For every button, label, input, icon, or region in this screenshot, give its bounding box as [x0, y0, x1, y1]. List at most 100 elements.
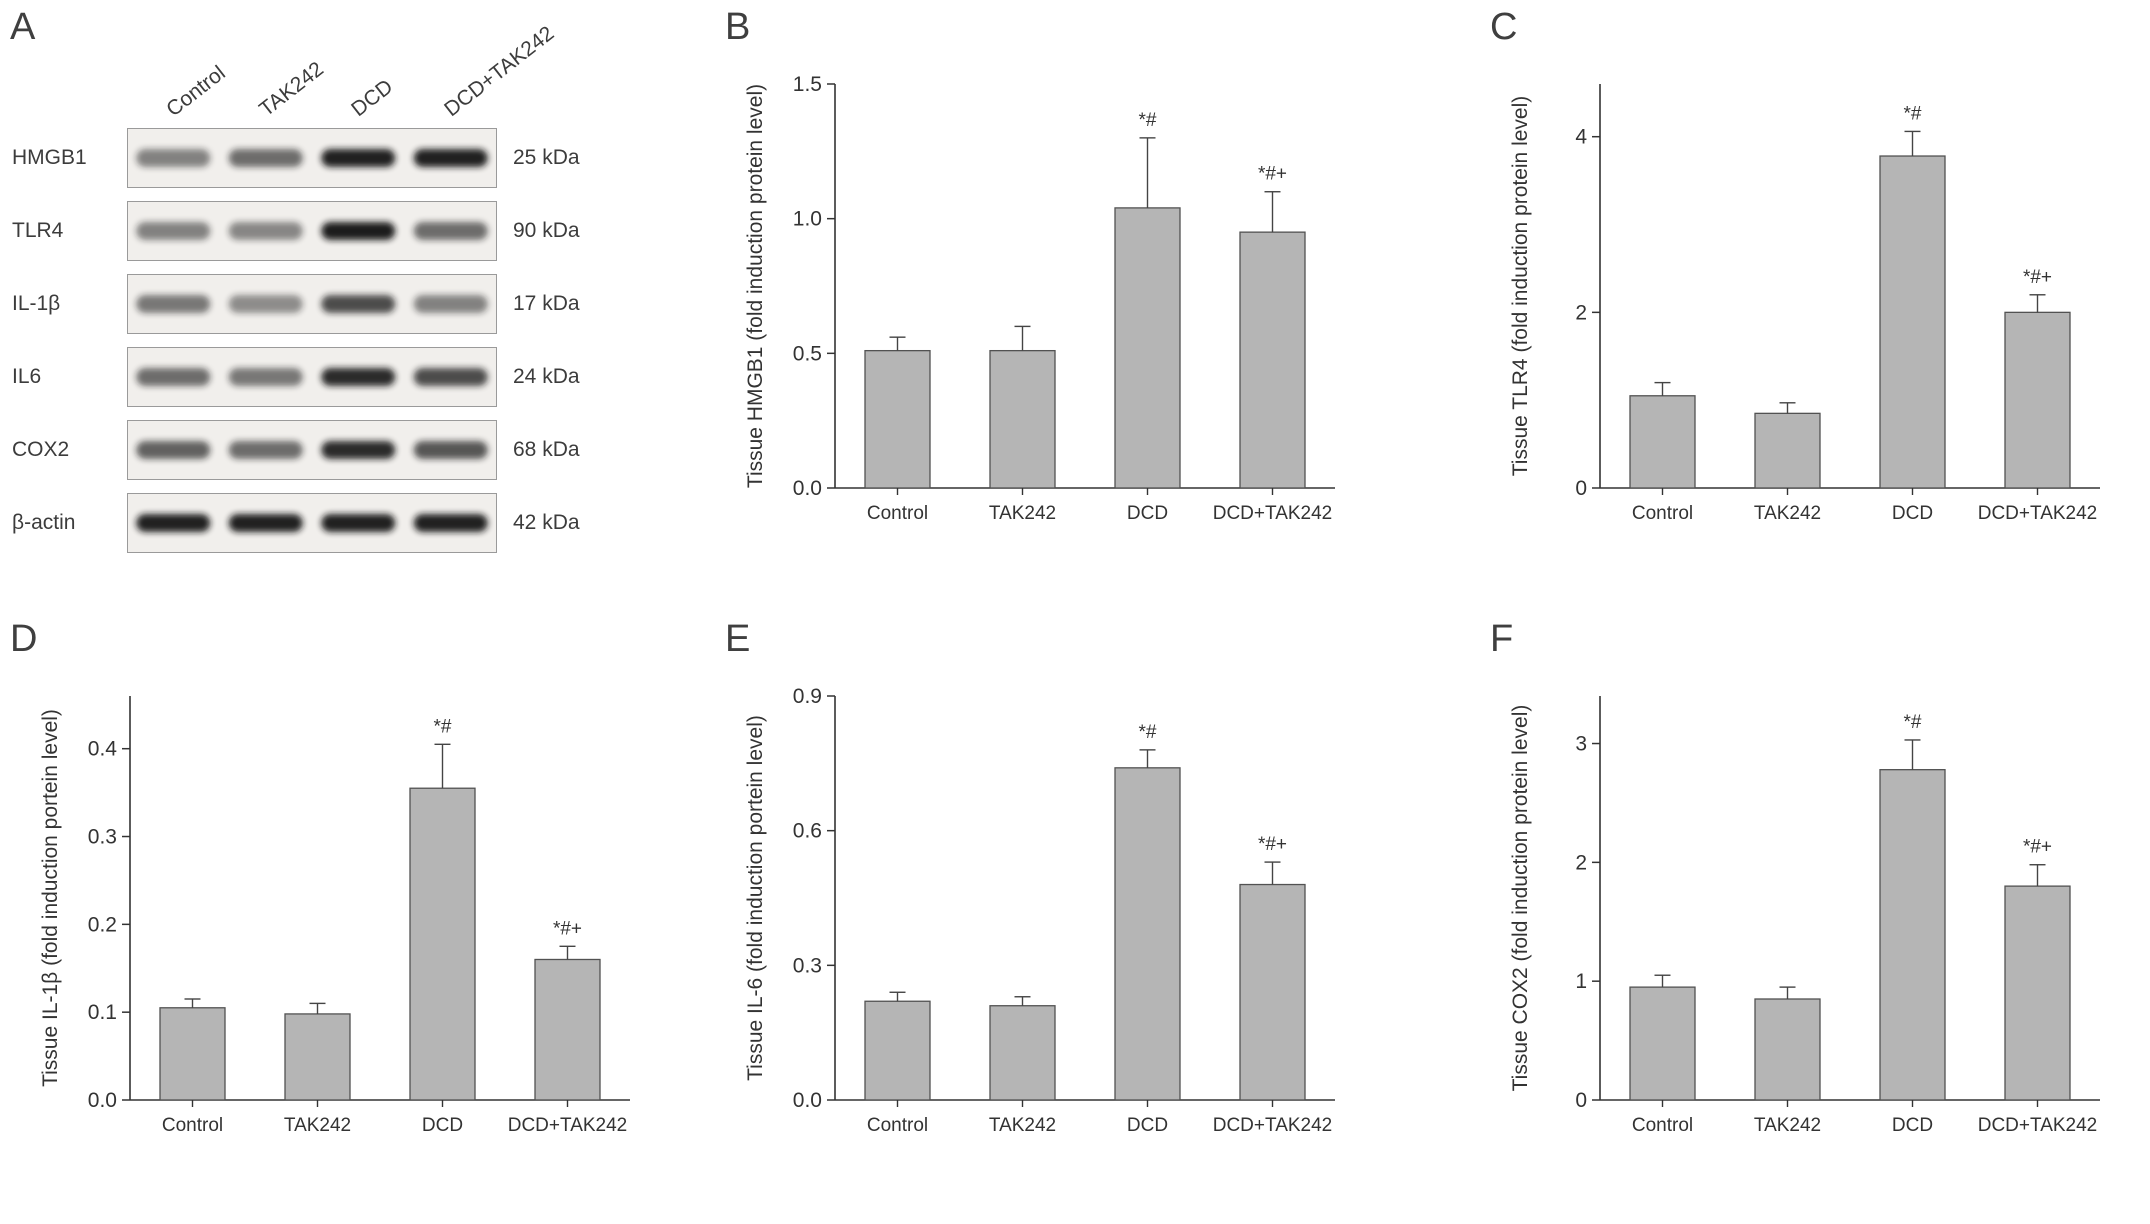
kda-label: 42 kDa — [513, 511, 580, 534]
kda-label: 17 kDa — [513, 292, 580, 315]
blot-strip-IL-1β — [127, 274, 497, 334]
panel-letter-f: F — [1490, 618, 1515, 660]
significance-annotation: *#+ — [2023, 267, 2052, 288]
bar-chart-svg-B: 0.0 0.5 1.0 1.5 Tissue HMGB1 (fold induction… — [744, 73, 1335, 524]
significance-annotation: *# — [1139, 722, 1157, 743]
x-category-label: TAK242 — [1754, 503, 1821, 524]
x-category-label: TAK242 — [989, 503, 1056, 524]
blot-row-HMGB1: HMGB1 25 kDa — [12, 128, 627, 188]
bar-DCD — [1114, 207, 1181, 489]
panel-d-il1b-chart: D 0.0 0.1 0.2 0.3 0.4 Tissue IL-1β (fold indu… — [0, 612, 640, 1224]
bar-Control — [864, 1000, 931, 1101]
band — [321, 441, 396, 459]
hmgb1-bar-chart: 0.0 0.5 1.0 1.5 Tissue HMGB1 (fold induction… — [735, 46, 1395, 556]
y-tick-label: 0.0 — [793, 1089, 822, 1112]
il1b-bar-chart: 0.0 0.1 0.2 0.3 0.4 Tissue IL-1β (fold induct… — [30, 658, 640, 1168]
band — [321, 149, 396, 167]
bar-DCD — [1879, 769, 1946, 1101]
bar-chart-svg-C: 0 2 4 Tissue TLR4 (fold induction protein l… — [1509, 84, 2100, 524]
panel-e-il6-chart: E 0.0 0.3 0.6 0.9 Tissue IL-6 (fold inductio… — [640, 612, 1395, 1224]
band — [228, 295, 303, 313]
x-category-label: DCD+TAK242 — [1213, 1115, 1333, 1136]
y-tick-label: 2 — [1575, 851, 1587, 874]
bar-DCD+TAK242 — [2004, 885, 2071, 1101]
y-tick-label: 4 — [1575, 126, 1587, 149]
x-category-label: TAK242 — [989, 1115, 1056, 1136]
cox2-bar-chart: 0 1 2 3 Tissue COX2 (fold induction protein … — [1500, 658, 2150, 1168]
band — [413, 222, 488, 240]
lane-label-DCD: DCD — [347, 75, 398, 122]
bar-Control — [864, 349, 931, 489]
y-axis-label: Tissue IL-6 (fold induction portein leve… — [744, 715, 767, 1081]
y-tick-label: 1 — [1575, 970, 1587, 993]
x-category-label: TAK242 — [284, 1115, 351, 1136]
bar-DCD+TAK242 — [2004, 311, 2071, 489]
panel-letter-e: E — [725, 618, 752, 660]
band — [136, 149, 211, 167]
significance-annotation: *#+ — [1258, 834, 1287, 855]
band — [136, 295, 211, 313]
bar-Control — [159, 1007, 226, 1101]
x-category-label: DCD — [1892, 1115, 1933, 1136]
blot-strip-IL6 — [127, 347, 497, 407]
significance-annotation: *# — [1139, 110, 1157, 131]
y-tick-label: 2 — [1575, 301, 1587, 324]
blot-row-COX2: COX2 68 kDa — [12, 420, 627, 480]
panel-a-western-blot: A Control TAK242 DCD DCD+TAK242 HMGB1 25 kDa T… — [0, 0, 640, 612]
lane-labels: Control TAK242 DCD DCD+TAK242 — [12, 22, 627, 124]
x-category-label: DCD — [422, 1115, 463, 1136]
band — [413, 368, 488, 386]
blot-strip-TLR4 — [127, 201, 497, 261]
panel-b-hmgb1-chart: B 0.0 0.5 1.0 1.5 Tissue HMGB1 (fold inducti… — [640, 0, 1395, 612]
y-tick-label: 0.6 — [793, 820, 822, 843]
lane-label-TAK242: TAK242 — [254, 57, 328, 122]
protein-label: COX2 — [12, 438, 70, 461]
bar-chart-svg-D: 0.0 0.1 0.2 0.3 0.4 Tissue IL-1β (fold induct… — [39, 696, 630, 1136]
band — [136, 368, 211, 386]
y-tick-label: 0.4 — [88, 738, 118, 761]
bar-DCD+TAK242 — [1239, 883, 1306, 1101]
band — [228, 514, 303, 532]
protein-label: IL-1β — [12, 292, 61, 315]
x-category-label: Control — [1632, 503, 1693, 524]
band — [321, 295, 396, 313]
significance-annotation: *# — [1904, 712, 1922, 733]
y-tick-label: 0.9 — [793, 685, 822, 708]
band — [413, 295, 488, 313]
blot-row-IL6: IL6 24 kDa — [12, 347, 627, 407]
blot-strip-β-actin — [127, 493, 497, 553]
kda-label: 90 kDa — [513, 219, 580, 242]
bar-DCD — [409, 787, 476, 1101]
kda-label: 24 kDa — [513, 365, 580, 388]
bar-TAK242 — [989, 1005, 1056, 1101]
y-tick-label: 3 — [1575, 733, 1587, 756]
y-tick-label: 0.1 — [88, 1001, 117, 1024]
x-category-label: DCD — [1892, 503, 1933, 524]
y-tick-label: 0 — [1575, 1089, 1587, 1112]
x-category-label: TAK242 — [1754, 1115, 1821, 1136]
blot-strip-COX2 — [127, 420, 497, 480]
band — [136, 222, 211, 240]
panel-letter-d: D — [10, 618, 39, 660]
panel-letter-c: C — [1490, 6, 1519, 48]
x-category-label: DCD+TAK242 — [1978, 1115, 2098, 1136]
x-category-label: Control — [162, 1115, 223, 1136]
bar-chart-svg-F: 0 1 2 3 Tissue COX2 (fold induction protein … — [1509, 696, 2100, 1136]
y-axis-label: Tissue COX2 (fold induction protein leve… — [1509, 705, 1532, 1092]
bar-DCD — [1114, 767, 1181, 1101]
band — [228, 441, 303, 459]
x-category-label: Control — [867, 503, 928, 524]
x-category-label: DCD — [1127, 1115, 1168, 1136]
bar-chart-svg-E: 0.0 0.3 0.6 0.9 Tissue IL-6 (fold induction … — [744, 685, 1335, 1136]
protein-label: HMGB1 — [12, 146, 87, 169]
bar-Control — [1629, 986, 1696, 1101]
significance-annotation: *#+ — [2023, 837, 2052, 858]
protein-label: IL6 — [12, 365, 42, 388]
panel-c-tlr4-chart: C 0 2 4 Tissue TLR4 (fold induction protein… — [1395, 0, 2150, 612]
band — [413, 149, 488, 167]
band — [321, 514, 396, 532]
band — [228, 149, 303, 167]
x-category-label: DCD+TAK242 — [508, 1115, 628, 1136]
y-tick-label: 0.3 — [793, 954, 822, 977]
significance-annotation: *# — [434, 716, 452, 737]
